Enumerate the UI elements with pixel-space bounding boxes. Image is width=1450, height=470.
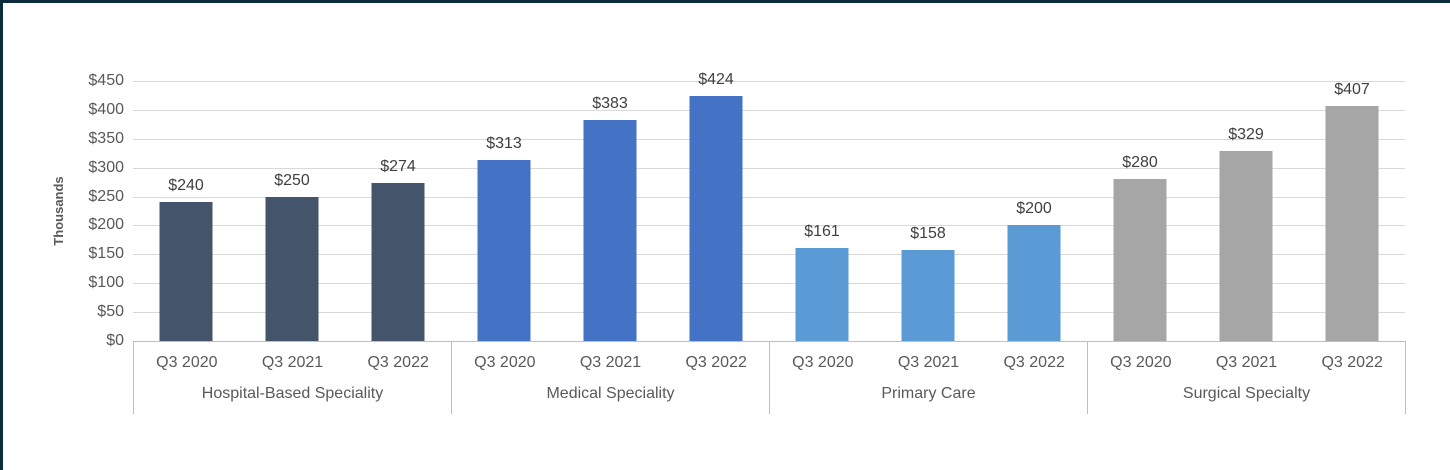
bar bbox=[795, 247, 849, 341]
category-row: Q3 2020 Q3 2021 Q3 2022 bbox=[452, 341, 769, 385]
group-label: Medical Speciality bbox=[546, 385, 675, 402]
bar-cell: $329 bbox=[1193, 81, 1299, 341]
gridline bbox=[133, 225, 1405, 227]
category-label: Q3 2022 bbox=[1321, 354, 1383, 371]
gridline bbox=[133, 196, 1405, 198]
x-axis-group: Q3 2020 Q3 2021 Q3 2022 Medical Speciality bbox=[451, 341, 769, 414]
bar bbox=[901, 249, 955, 341]
bar bbox=[1325, 105, 1379, 341]
gridline bbox=[133, 109, 1405, 111]
category-label: Q3 2021 bbox=[261, 354, 324, 371]
y-tick-label: $0 bbox=[106, 332, 124, 349]
gridline bbox=[133, 283, 1405, 285]
bar bbox=[477, 160, 531, 341]
data-label: $250 bbox=[274, 171, 310, 189]
category-label: Q3 2020 bbox=[1110, 354, 1172, 371]
y-tick-label: $300 bbox=[88, 158, 124, 176]
bar-group: $313 $383 $424 bbox=[451, 71, 769, 341]
bar bbox=[371, 182, 425, 341]
category-label: Q3 2021 bbox=[579, 354, 642, 371]
y-tick-label: $450 bbox=[88, 72, 124, 89]
gridline bbox=[133, 138, 1405, 140]
x-axis-group: Q3 2020 Q3 2021 Q3 2022 Hospital-Based Spec… bbox=[133, 341, 451, 414]
bar-cell: $383 bbox=[557, 81, 663, 341]
x-axis-group: Q3 2020 Q3 2021 Q3 2022 Primary Care bbox=[769, 341, 1087, 414]
category-label: Q3 2021 bbox=[1215, 354, 1278, 371]
bar bbox=[689, 96, 743, 341]
category-label: Q3 2020 bbox=[156, 354, 218, 371]
category-label: Q3 2020 bbox=[792, 354, 854, 371]
data-label: $274 bbox=[380, 157, 416, 175]
x-axis: Q3 2020 Q3 2021 Q3 2022 Hospital-Based Spec… bbox=[133, 341, 1406, 414]
bar-cell: $313 bbox=[451, 81, 557, 341]
group-label: Hospital-Based Speciality bbox=[201, 385, 384, 402]
y-tick-label: $400 bbox=[88, 100, 124, 118]
category-label: Q3 2022 bbox=[1003, 354, 1065, 371]
gridline bbox=[133, 81, 1405, 82]
group-label: Primary Care bbox=[881, 385, 976, 402]
bar-cell: $407 bbox=[1299, 81, 1405, 341]
category-row: Q3 2020 Q3 2021 Q3 2022 bbox=[770, 341, 1087, 385]
plot-area: $240 $250 $274 $313 $383 $424 $161 $158 $200 $280… bbox=[133, 71, 1405, 342]
category-row: Q3 2020 Q3 2021 Q3 2022 bbox=[134, 341, 451, 385]
data-label: $161 bbox=[804, 222, 840, 240]
bar-group: $161 $158 $200 bbox=[769, 81, 1087, 341]
bar-cell: $274 bbox=[345, 81, 451, 341]
bar-group: $240 $250 $274 bbox=[133, 81, 451, 341]
bar bbox=[1219, 150, 1273, 341]
data-label: $280 bbox=[1122, 154, 1158, 172]
bar bbox=[1007, 225, 1061, 341]
data-label: $383 bbox=[592, 94, 628, 112]
bar-cell: $424 bbox=[663, 71, 769, 341]
data-label: $424 bbox=[698, 71, 734, 89]
category-label: Q3 2022 bbox=[367, 354, 429, 371]
bar-cell: $161 bbox=[769, 81, 875, 341]
y-tick-label: $150 bbox=[88, 245, 124, 263]
group-label: Surgical Specialty bbox=[1182, 385, 1311, 402]
data-label: $200 bbox=[1016, 200, 1052, 218]
gridline bbox=[133, 312, 1405, 314]
data-label: $407 bbox=[1334, 80, 1370, 98]
y-tick-label: $250 bbox=[88, 187, 124, 205]
bar-cell: $200 bbox=[981, 81, 1087, 341]
bar-cell: $240 bbox=[133, 81, 239, 341]
gridline bbox=[133, 167, 1405, 169]
category-label: Q3 2021 bbox=[897, 354, 960, 371]
bar bbox=[265, 196, 319, 341]
category-row: Q3 2020 Q3 2021 Q3 2022 bbox=[1088, 341, 1405, 385]
data-label: $329 bbox=[1228, 125, 1264, 143]
bar bbox=[583, 119, 637, 341]
y-tick-label: $50 bbox=[97, 303, 124, 321]
bar-group: $280 $329 $407 bbox=[1087, 81, 1405, 341]
gridline bbox=[133, 254, 1405, 256]
bar bbox=[159, 202, 213, 341]
data-label: $313 bbox=[486, 135, 522, 153]
bar-cell: $158 bbox=[875, 81, 981, 341]
y-tick-label: $200 bbox=[88, 216, 124, 234]
x-axis-group: Q3 2020 Q3 2021 Q3 2022 Surgical Specialty bbox=[1087, 341, 1405, 414]
data-label: $240 bbox=[168, 177, 204, 195]
bar bbox=[1113, 179, 1167, 341]
y-tick-label: $350 bbox=[88, 129, 124, 147]
category-label: Q3 2022 bbox=[685, 354, 747, 371]
data-label: $158 bbox=[910, 224, 946, 242]
y-tick-label: $100 bbox=[88, 274, 124, 292]
y-axis: $450 $400 $350 $300 $250 $200 $150 $100 $50 $0 bbox=[3, 72, 124, 349]
category-label: Q3 2020 bbox=[474, 354, 536, 371]
bar-cell: $250 bbox=[239, 81, 345, 341]
bar-cell: $280 bbox=[1087, 81, 1193, 341]
